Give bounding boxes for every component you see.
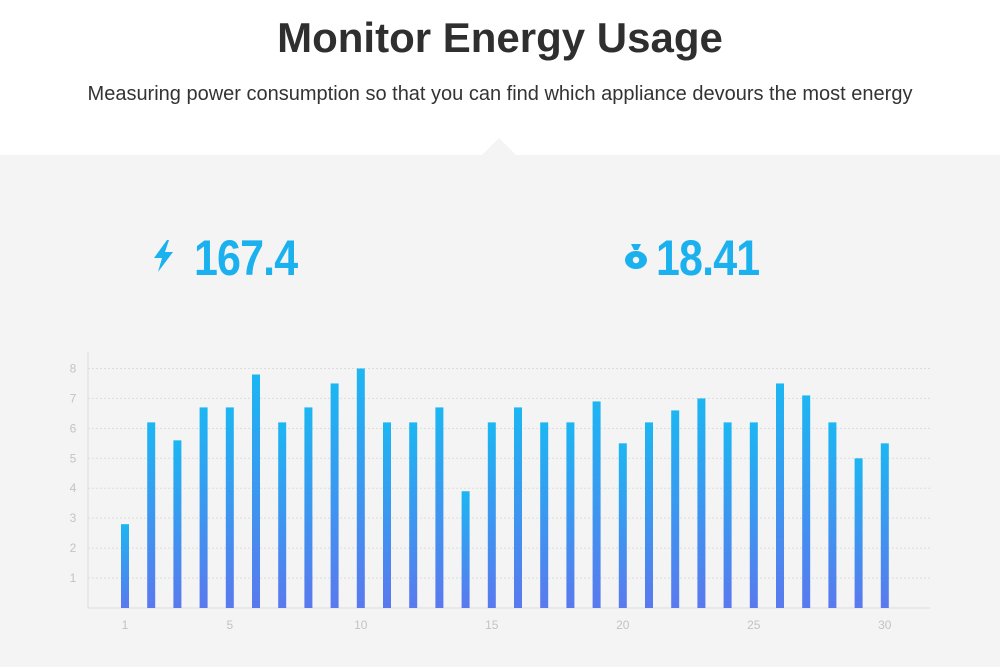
y-tick-label: 8 [70,361,77,375]
bar-day-16 [514,407,522,608]
bar-day-10 [356,368,365,608]
x-axis-ticks: 1 5 10 15 20 25 30 [122,618,892,632]
bar-day-26 [776,383,784,608]
bar-day-12 [409,422,418,608]
bar-day-28 [828,422,837,608]
cost-value: 18.41 [656,230,760,286]
bar-day-4 [199,407,208,608]
y-axis-ticks: 1 2 3 4 5 6 7 8 [70,361,77,585]
x-tick-label: 25 [747,618,761,632]
y-tick-label: 4 [70,481,77,495]
header: Monitor Energy Usage Measuring power con… [0,0,1000,155]
x-tick-label: 30 [878,618,892,632]
bar-day-19 [592,401,601,608]
bar-day-9 [330,383,339,608]
power-stat: 167.4 [150,228,314,288]
y-tick-label: 2 [70,541,77,555]
y-tick-label: 3 [70,511,77,525]
x-tick-label: 10 [354,618,368,632]
page-title: Monitor Energy Usage [277,14,723,61]
y-tick-label: 1 [70,571,77,585]
power-value: 167.4 [194,230,298,286]
y-tick-label: 5 [70,451,77,465]
bar-day-25 [749,422,758,608]
bar-day-6 [252,374,260,608]
y-tick-label: 6 [70,421,77,435]
bar-day-7 [278,422,287,608]
cost-stat: 18.41 [622,228,776,288]
money-bag-icon [622,241,650,276]
chart-bars [121,368,889,608]
bar-day-23 [697,398,706,608]
bar-day-15 [487,422,496,608]
bar-day-13 [435,407,444,608]
bar-day-27 [802,395,811,608]
bar-day-2 [147,422,156,608]
bar-day-22 [671,410,680,608]
y-tick-label: 7 [70,391,77,405]
bar-day-21 [645,422,653,608]
bar-day-17 [540,422,549,608]
bar-day-3 [173,440,182,608]
bar-day-11 [383,422,391,608]
bar-day-8 [304,407,313,608]
bar-day-20 [618,443,627,608]
bar-day-1 [121,524,129,608]
page-subtitle: Measuring power consumption so that you … [87,83,913,105]
bar-day-14 [461,491,470,608]
lightning-bolt-icon [150,239,176,278]
x-tick-label: 15 [485,618,499,632]
bar-day-29 [854,458,863,608]
bar-day-24 [723,422,732,608]
bar-day-5 [225,407,234,608]
bar-day-30 [880,443,889,608]
x-tick-label: 1 [122,618,129,632]
x-tick-label: 5 [226,618,233,632]
x-tick-label: 20 [616,618,630,632]
panel-notch [481,138,517,156]
bar-day-18 [566,422,575,608]
